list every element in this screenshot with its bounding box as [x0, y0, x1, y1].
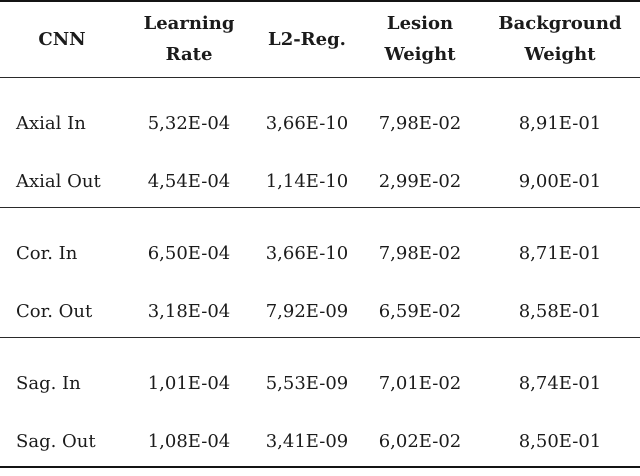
header-cnn-label: CNN [38, 28, 86, 50]
row-label: Cor. In [16, 243, 78, 265]
cell-background-weight: 8,71E-01 [518, 243, 602, 265]
cell-l2-reg: 1,14E-10 [265, 170, 349, 192]
group-axial: Axial In 5,32E-04 3,66E-10 7,98E-02 8,91… [0, 77, 640, 207]
table-row: Cor. Out 3,18E-04 7,92E-09 6,59E-02 8,58… [0, 286, 640, 337]
group-coronal: Cor. In 6,50E-04 3,66E-10 7,98E-02 8,71E… [0, 207, 640, 337]
cell-background-weight: 8,50E-01 [518, 430, 602, 452]
header-cnn: CNN [0, 1, 124, 78]
cell-lesion-weight: 7,01E-02 [378, 373, 462, 395]
header-l2-reg: L2-Reg. [254, 1, 360, 78]
header-background-weight-line1: Background [498, 13, 622, 35]
header-l2-reg-label: L2-Reg. [268, 28, 346, 50]
cell-lesion-weight: 6,59E-02 [378, 300, 462, 322]
header-lesion-weight-line2: Weight [384, 44, 456, 66]
cell-learning-rate: 1,08E-04 [147, 430, 231, 452]
row-label: Sag. Out [16, 430, 96, 452]
header-row: CNN Learning Rate L2-Reg. Lesion Weight … [0, 1, 640, 78]
cell-lesion-weight: 7,98E-02 [378, 243, 462, 265]
cell-l2-reg: 5,53E-09 [265, 373, 349, 395]
table-row: Sag. Out 1,08E-04 3,41E-09 6,02E-02 8,50… [0, 416, 640, 467]
cell-l2-reg: 7,92E-09 [265, 300, 349, 322]
cell-background-weight: 8,74E-01 [518, 373, 602, 395]
table-row: Cor. In 6,50E-04 3,66E-10 7,98E-02 8,71E… [0, 207, 640, 286]
cell-learning-rate: 3,18E-04 [147, 300, 231, 322]
cell-lesion-weight: 7,98E-02 [378, 113, 462, 135]
group-sagittal: Sag. In 1,01E-04 5,53E-09 7,01E-02 8,74E… [0, 337, 640, 467]
cell-learning-rate: 6,50E-04 [147, 243, 231, 265]
cell-background-weight: 8,91E-01 [518, 113, 602, 135]
row-label: Axial In [16, 113, 86, 135]
cell-l2-reg: 3,66E-10 [265, 113, 349, 135]
cell-l2-reg: 3,66E-10 [265, 243, 349, 265]
header-lesion-weight: Lesion Weight [360, 1, 480, 78]
row-label: Cor. Out [16, 300, 93, 322]
header-background-weight: Background Weight [480, 1, 640, 78]
cell-learning-rate: 5,32E-04 [147, 113, 231, 135]
table-row: Sag. In 1,01E-04 5,53E-09 7,01E-02 8,74E… [0, 337, 640, 416]
cell-learning-rate: 1,01E-04 [147, 373, 231, 395]
header-learning-rate: Learning Rate [124, 1, 254, 78]
table-row: Axial In 5,32E-04 3,66E-10 7,98E-02 8,91… [0, 77, 640, 156]
cell-background-weight: 8,58E-01 [518, 300, 602, 322]
table-row: Axial Out 4,54E-04 1,14E-10 2,99E-02 9,0… [0, 156, 640, 207]
cell-lesion-weight: 2,99E-02 [378, 170, 462, 192]
row-label: Sag. In [16, 373, 81, 395]
cell-lesion-weight: 6,02E-02 [378, 430, 462, 452]
row-label: Axial Out [16, 170, 101, 192]
header-learning-rate-line2: Rate [165, 44, 213, 66]
cell-background-weight: 9,00E-01 [518, 170, 602, 192]
header-background-weight-line2: Weight [524, 44, 596, 66]
header-learning-rate-line1: Learning [143, 13, 235, 35]
cell-learning-rate: 4,54E-04 [147, 170, 231, 192]
cell-l2-reg: 3,41E-09 [265, 430, 349, 452]
table-header: CNN Learning Rate L2-Reg. Lesion Weight … [0, 1, 640, 78]
header-lesion-weight-line1: Lesion [386, 13, 454, 35]
